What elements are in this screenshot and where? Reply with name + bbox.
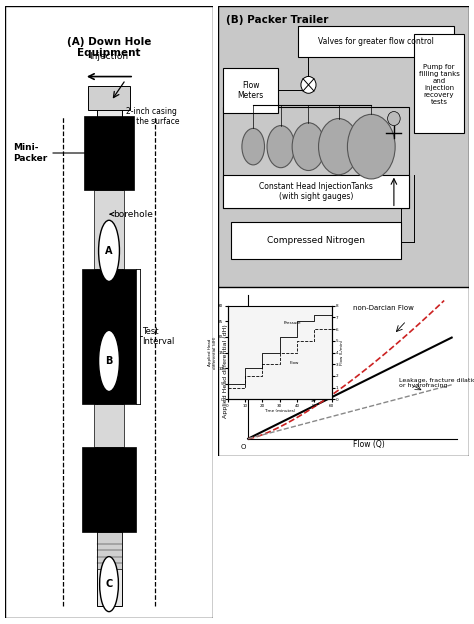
Text: Pressure: Pressure (283, 321, 301, 326)
Y-axis label: Flow (L/min): Flow (L/min) (340, 340, 344, 365)
Bar (88, 85, 130, 110)
Text: Flow
Meters: Flow Meters (237, 80, 264, 100)
Bar (299, 26, 454, 57)
X-axis label: Time (minutes): Time (minutes) (264, 409, 295, 413)
Text: Mini-
Packer: Mini- Packer (13, 144, 91, 163)
Circle shape (99, 330, 119, 391)
Bar (82, 447, 136, 532)
Y-axis label: Applied Head
differential (dH): Applied Head differential (dH) (208, 336, 217, 369)
Bar (97, 532, 121, 569)
Circle shape (100, 557, 118, 612)
Text: Flow (Q): Flow (Q) (353, 440, 384, 449)
Bar (414, 34, 464, 133)
Bar (223, 68, 278, 113)
Text: O: O (240, 444, 246, 450)
Text: Constant Head InjectionTanks
(with sight gauges): Constant Head InjectionTanks (with sight… (259, 182, 373, 202)
Text: Valves for greater flow control: Valves for greater flow control (319, 37, 434, 46)
Text: Darcian Flow: Darcian Flow (258, 389, 315, 401)
Ellipse shape (347, 114, 395, 179)
Bar (94, 190, 124, 269)
Circle shape (99, 220, 119, 281)
Text: Test
Interval: Test Interval (142, 327, 175, 346)
Text: 2-inch casing
to the surface: 2-inch casing to the surface (122, 107, 179, 129)
Circle shape (388, 112, 400, 125)
Bar (82, 269, 136, 404)
Bar (223, 107, 409, 208)
Bar (223, 175, 409, 208)
Text: (A) Down Hole
Equipment: (A) Down Hole Equipment (67, 37, 151, 59)
Text: Flow: Flow (290, 361, 300, 365)
Text: Applied Head differential (dH): Applied Head differential (dH) (223, 324, 228, 418)
Ellipse shape (267, 125, 295, 168)
Text: A: A (105, 246, 113, 256)
Text: Compressed Nitrogen: Compressed Nitrogen (267, 236, 365, 245)
Ellipse shape (242, 129, 264, 165)
Ellipse shape (292, 123, 325, 170)
Text: B: B (105, 356, 113, 366)
Text: C: C (105, 579, 113, 589)
Bar (94, 404, 124, 447)
Bar (84, 116, 134, 190)
Bar (97, 104, 121, 605)
Bar (231, 223, 401, 259)
Text: Pump for
filling tanks
and
injection
recovery
tests: Pump for filling tanks and injection rec… (419, 64, 460, 105)
Text: (B) Packer Trailer: (B) Packer Trailer (226, 14, 328, 25)
Circle shape (301, 77, 316, 94)
Text: Injection: Injection (90, 52, 128, 61)
Text: non-Darcian Flow: non-Darcian Flow (353, 305, 414, 311)
Ellipse shape (319, 119, 359, 175)
Text: Leakage, fracture dilation,
or hydrofracing: Leakage, fracture dilation, or hydrofrac… (399, 378, 474, 389)
Text: borehole: borehole (110, 210, 153, 218)
